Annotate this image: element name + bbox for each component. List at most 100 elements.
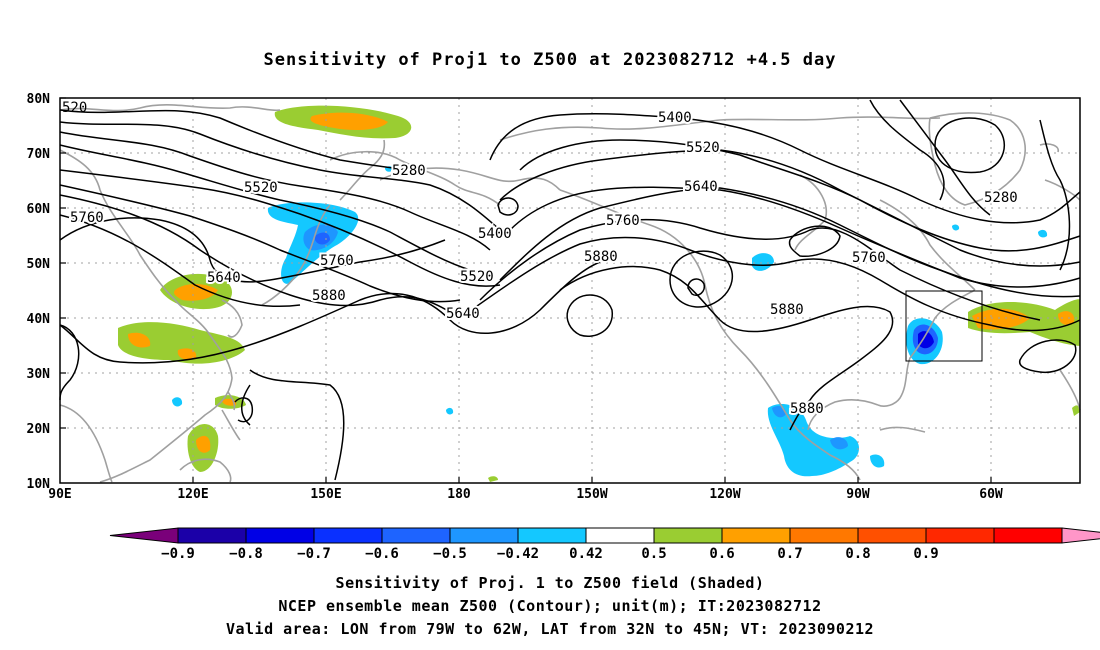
colorbar-label: −0.6 <box>365 546 399 562</box>
coast-okhotsk <box>329 150 501 206</box>
contour-5760-east <box>459 236 1081 332</box>
shade-positive-china-core <box>128 332 151 348</box>
shade-negative-scs <box>172 397 183 407</box>
shade-positive-borneo-core <box>196 435 211 453</box>
contour-5880-mid <box>249 369 345 481</box>
colorbar-label: 0.5 <box>641 546 666 562</box>
coast-greenland <box>928 112 1026 206</box>
coast-hudson <box>794 174 827 251</box>
shade-negative-atlantic-small2 <box>952 224 960 231</box>
map-title: Sensitivity of Proj1 to Z500 at 20230827… <box>263 50 837 70</box>
colorbar-label: 0.8 <box>845 546 870 562</box>
lon-tick-label: 150E <box>310 487 341 502</box>
coast-philippines <box>221 409 241 441</box>
colorbar-label: 0.9 <box>913 546 938 562</box>
coast-gulf <box>807 399 879 431</box>
contour-label: 5520 <box>244 180 278 196</box>
contour-label: 5640 <box>446 306 480 322</box>
coast-east-asia <box>59 149 233 483</box>
contour-5880-closed-east <box>1018 339 1077 374</box>
shade-positive-atlantic-core2 <box>1058 311 1075 325</box>
contour-5460-west <box>59 144 471 271</box>
colorbar-segment <box>653 527 723 544</box>
lon-tick-label: 150W <box>576 487 607 502</box>
contour-label: 520 <box>62 100 87 116</box>
contour-5520-east <box>499 149 1081 267</box>
lon-tick-label: 120W <box>709 487 740 502</box>
shade-negative-japan-core2 <box>315 232 330 245</box>
lat-tick-label: 70N <box>27 147 51 162</box>
colorbar-segment <box>925 527 995 544</box>
shade-positive-korea-core <box>173 284 218 301</box>
plot-frame <box>59 97 1081 484</box>
lon-tick-label: 180 <box>447 487 471 502</box>
contour-5460-east <box>519 139 1081 252</box>
lat-tick-label: 60N <box>27 202 51 217</box>
contour-label: 5880 <box>770 302 804 318</box>
contour-5400-east <box>489 113 1081 224</box>
lat-tick-label: 80N <box>27 92 51 107</box>
contour-label: 5880 <box>584 249 618 265</box>
contour-5880-east <box>559 265 894 431</box>
colorbar: −0.9 −0.8 −0.7 −0.6 −0.5 −0.42 0.42 0.5 0.6 0.7 0.… <box>109 527 1100 562</box>
contour-low-canada <box>669 250 734 308</box>
shade-positive-africa <box>1072 405 1080 416</box>
contour-5700-west <box>59 214 301 308</box>
colorbar-segment <box>517 527 587 544</box>
colorbar-label: −0.7 <box>297 546 331 562</box>
contour-5400-west <box>59 131 491 251</box>
contour-label: 5880 <box>312 288 346 304</box>
colorbar-label: −0.9 <box>161 546 195 562</box>
contour-eastmost <box>1039 119 1071 271</box>
colorbar-segment <box>721 527 791 544</box>
shade-positive-north-pacific-core <box>310 112 388 130</box>
lat-tick-label: 10N <box>27 477 51 492</box>
shade-negative-mexico-core2 <box>830 437 848 450</box>
contour-5760-west <box>59 217 446 283</box>
contour-label: 5760 <box>852 250 886 266</box>
contour-label: 5760 <box>70 210 104 226</box>
coast-us-east <box>877 289 976 407</box>
contour-label: 5760 <box>606 213 640 229</box>
caption-line-3: Valid area: LON from 79W to 62W, LAT fro… <box>225 620 875 638</box>
contour-5820-west <box>59 261 601 364</box>
coast-japan <box>261 204 331 306</box>
colorbar-segment <box>381 527 451 544</box>
contour-closed-eastus <box>788 225 841 258</box>
colorbar-segment <box>857 527 927 544</box>
shade-negative-target-core2 <box>918 331 934 349</box>
colorbar-triangle-high <box>1061 527 1100 544</box>
z500-contours <box>59 99 1081 481</box>
contour-label: 5280 <box>392 163 426 179</box>
contour-low-canada-inner <box>687 278 706 296</box>
lon-tick-label: 90W <box>846 487 870 502</box>
coast-iceland <box>1039 143 1060 153</box>
colorbar-segment <box>789 527 859 544</box>
lon-tick-label: 60W <box>979 487 1003 502</box>
contour-5580-west <box>59 184 461 303</box>
colorbar-triangle-low <box>109 527 179 544</box>
contour-south-borneo <box>234 397 254 423</box>
plot-area: 520 5280 5400 5520 5640 5760 5880 5400 5… <box>59 97 1081 484</box>
coast-arctic-canada <box>499 116 941 141</box>
colorbar-label: −0.5 <box>433 546 467 562</box>
shade-negative-canada <box>752 253 774 271</box>
shade-negative-atlantic-small <box>1038 229 1048 238</box>
lon-tick-label: 120E <box>177 487 208 502</box>
contour-5880-closed-pacific <box>566 294 613 337</box>
contour-label: 5280 <box>984 190 1018 206</box>
contour-5700-east <box>479 218 1041 321</box>
contour-5640-west <box>59 194 451 313</box>
coast-russia-arctic <box>59 104 281 112</box>
colorbar-label: −0.42 <box>497 546 539 562</box>
contour-label: 5520 <box>686 140 720 156</box>
contour-label: 5640 <box>207 270 241 286</box>
shade-positive-china <box>118 322 245 364</box>
coast-kamchatka <box>339 139 386 201</box>
coast-caribbean-islands <box>879 426 926 433</box>
coast-india <box>59 404 113 483</box>
contour-5280-west <box>59 109 411 171</box>
contour-label: 5400 <box>478 226 512 242</box>
coast-borneo <box>179 458 232 483</box>
